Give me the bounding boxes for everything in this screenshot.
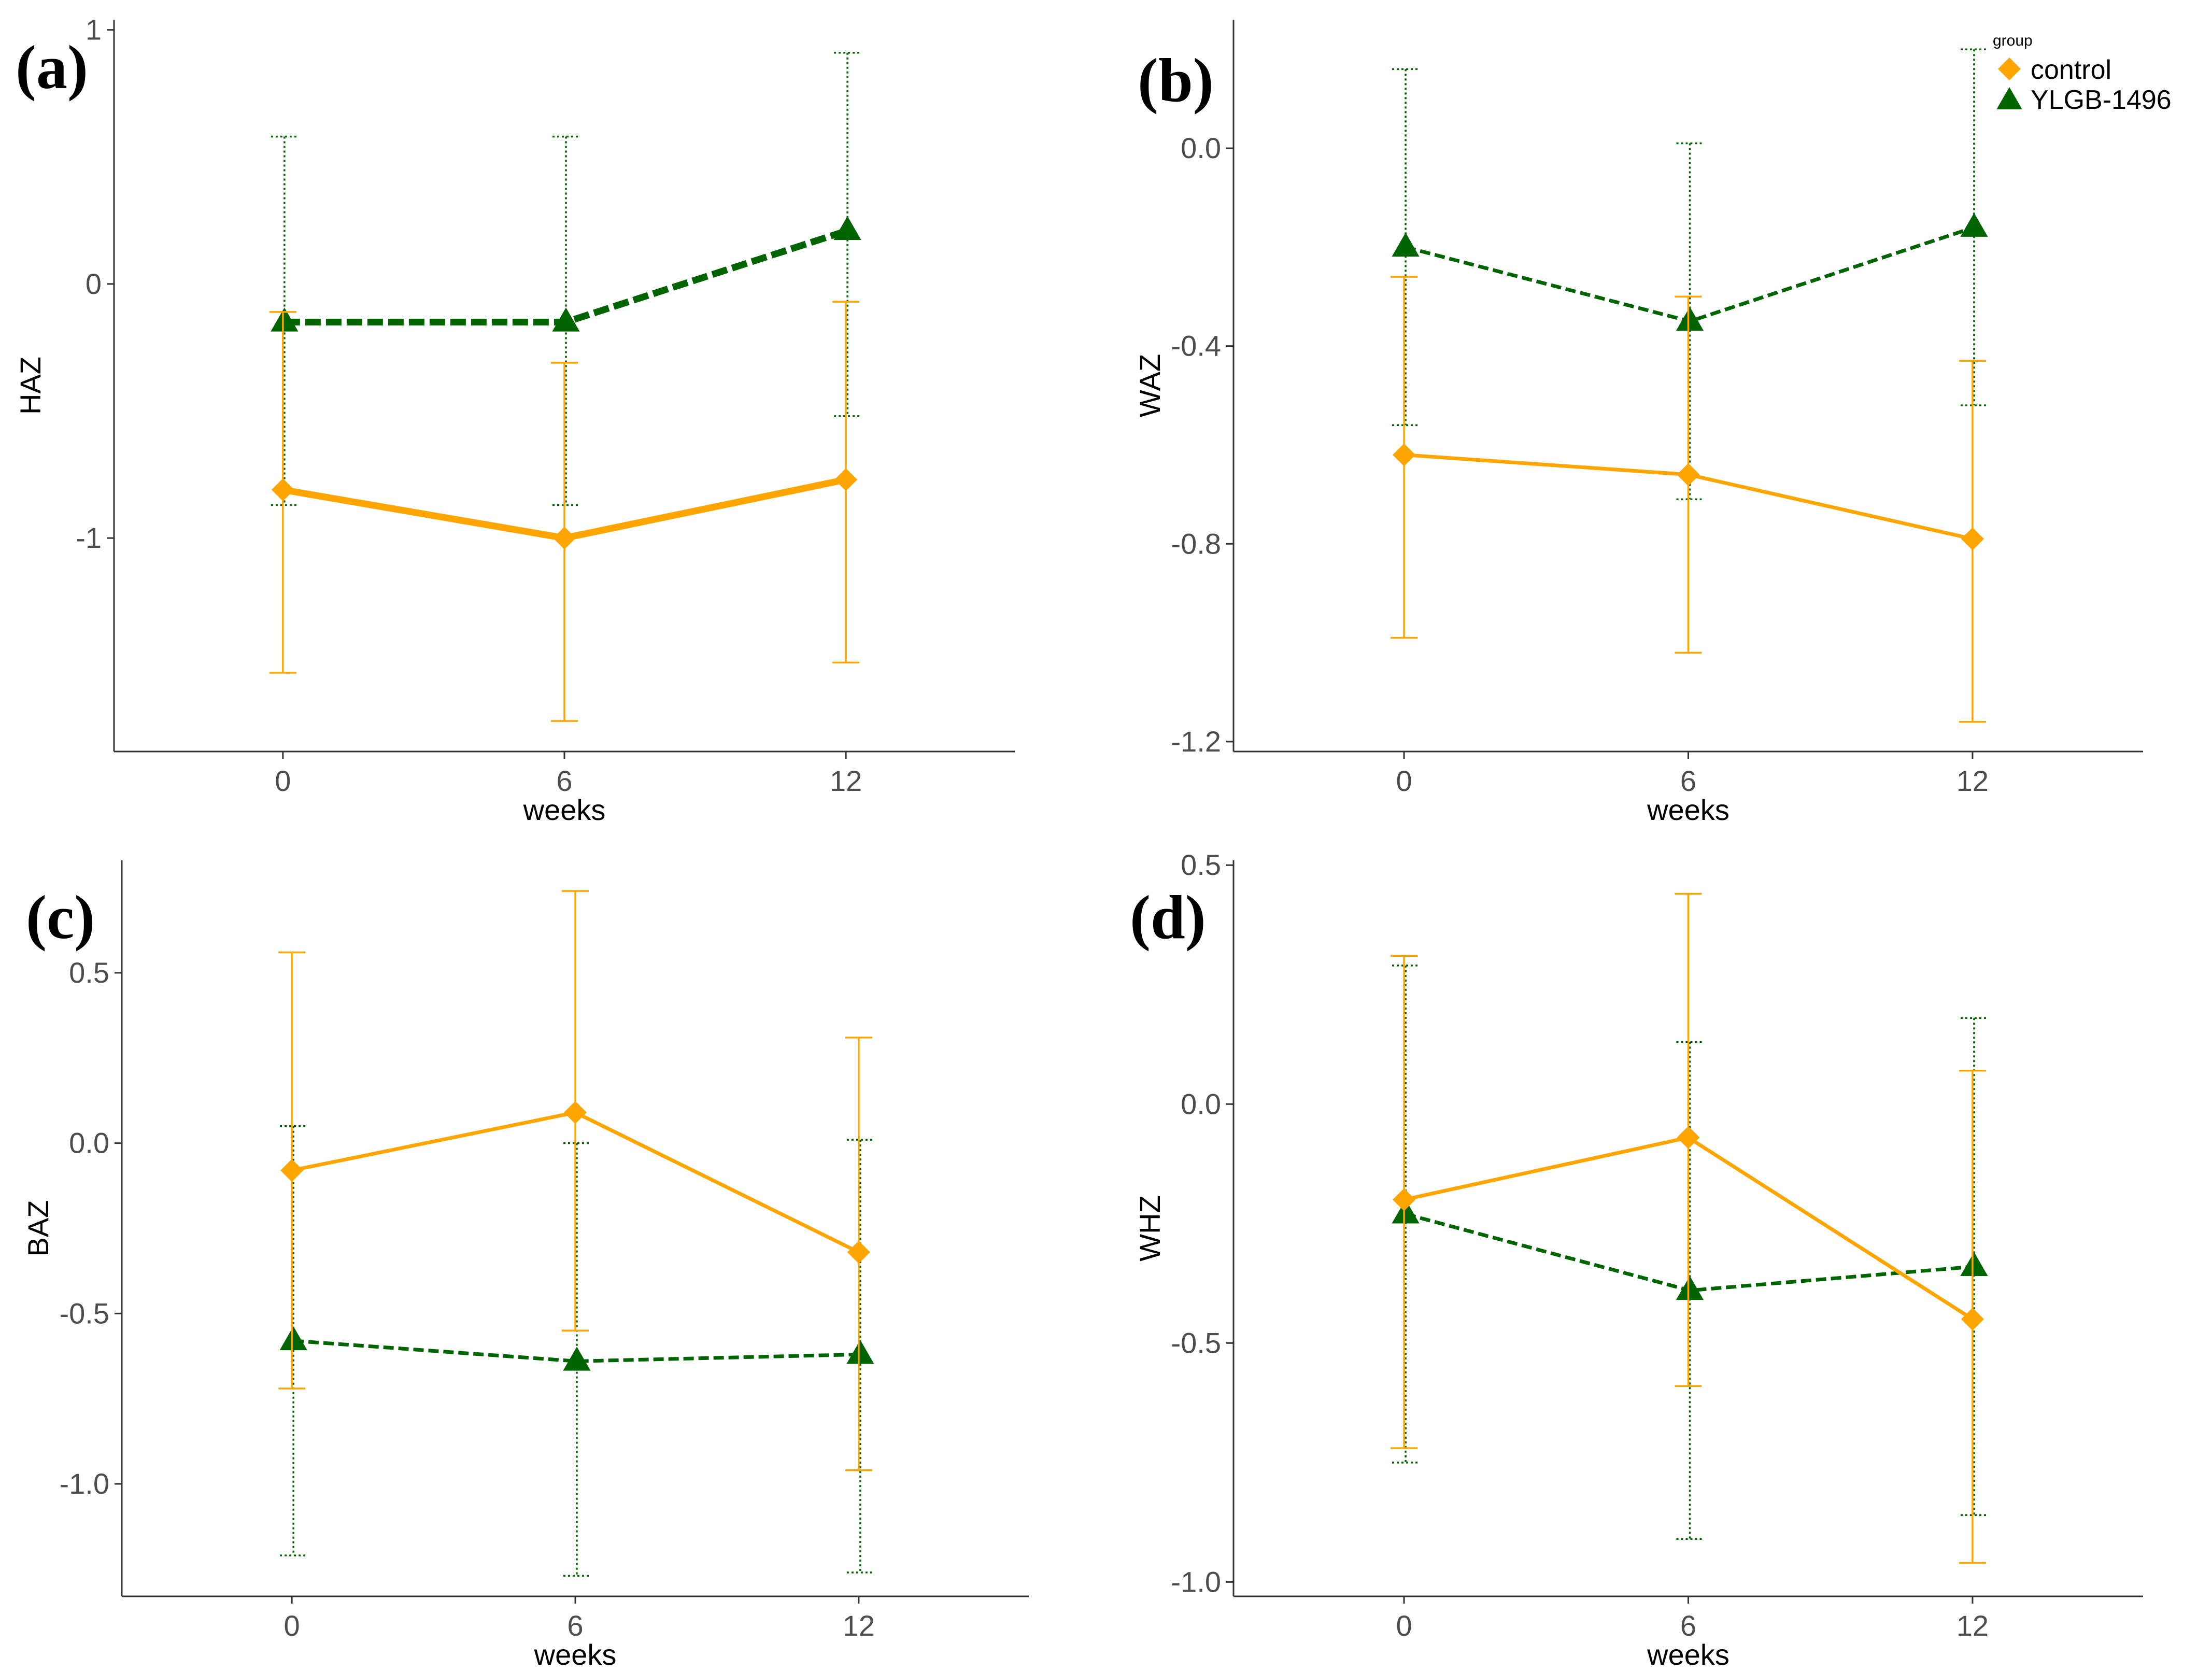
- series-line: [293, 1339, 860, 1363]
- series-ylgb-1496: [271, 51, 861, 506]
- series-ylgb-1496: [279, 1125, 874, 1577]
- data-point-triangle: [1960, 1252, 1988, 1276]
- legend-label-ylgb-1496: YLGB-1496: [2031, 85, 2172, 115]
- x-tick-label: 6: [567, 1609, 583, 1642]
- y-tick-label: -1: [76, 521, 102, 554]
- x-tick-label: 6: [1680, 764, 1696, 797]
- data-point-triangle: [1676, 306, 1704, 331]
- x-axis-title: weeks: [534, 1638, 617, 1669]
- data-point-diamond: [1677, 463, 1700, 486]
- panel-label: (b): [1138, 46, 1214, 115]
- chart-panel-3: 0.5 0.0 -0.5 -1.0 0 6 12 weeks WHZ (d): [1130, 848, 2143, 1671]
- data-point-triangle: [1960, 212, 1988, 237]
- panel-label: (d): [1130, 883, 1206, 952]
- chart-panel-0: 1 0 -1 0 6 12 weeks HAZ (a): [14, 13, 1015, 826]
- data-point-triangle: [1676, 1276, 1704, 1300]
- x-tick-label: 6: [1680, 1609, 1696, 1642]
- y-tick-label: 1: [86, 13, 102, 46]
- x-tick-label: 0: [275, 764, 291, 797]
- x-tick-label: 12: [1956, 764, 1989, 797]
- y-tick-label: -0.8: [1171, 527, 1222, 560]
- series-control: [1391, 276, 1986, 723]
- y-tick-label: -0.4: [1171, 330, 1222, 362]
- legend-ylgb-icon: [1996, 87, 2022, 109]
- y-axis-title: WHZ: [1133, 1195, 1166, 1262]
- series-control: [1391, 892, 1986, 1564]
- data-point-diamond: [564, 1101, 587, 1124]
- y-tick-label: 0: [86, 267, 102, 300]
- x-tick-label: 0: [1396, 764, 1412, 797]
- x-tick-label: 0: [1396, 1609, 1412, 1642]
- y-tick-label: -1.2: [1171, 725, 1222, 758]
- data-point-diamond: [1961, 1308, 1984, 1331]
- y-tick-label: 0.0: [69, 1127, 109, 1159]
- legend-title: group: [1993, 32, 2033, 49]
- chart-panel-2: 0.5 0.0 -0.5 -1.0 0 6 12 weeks BAZ (c): [22, 860, 1029, 1671]
- chart-panel-1: 0.0 -0.4 -0.8 -1.2 0 6 12 weeks WAZ (b): [1133, 20, 2143, 826]
- data-point-triangle: [846, 1340, 874, 1364]
- panel-label: (a): [16, 33, 88, 102]
- y-axis-title: WAZ: [1133, 354, 1166, 417]
- y-axis-title: HAZ: [14, 357, 47, 415]
- x-axis-title: weeks: [523, 794, 606, 826]
- x-tick-label: 0: [284, 1609, 300, 1642]
- y-tick-label: 0.5: [69, 956, 109, 989]
- data-point-diamond: [553, 527, 576, 550]
- data-point-diamond: [1961, 527, 1984, 550]
- data-point-triangle: [1392, 1199, 1420, 1224]
- y-tick-label: 0.5: [1181, 848, 1221, 881]
- data-point-diamond: [1393, 443, 1416, 466]
- data-point-diamond: [1393, 1188, 1416, 1211]
- data-point-triangle: [279, 1326, 307, 1351]
- data-point-triangle: [833, 216, 861, 240]
- x-tick-label: 6: [556, 764, 572, 797]
- data-point-diamond: [280, 1159, 304, 1182]
- series-ylgb-1496: [1392, 48, 1988, 501]
- series-ylgb-1496: [1392, 965, 1988, 1540]
- y-tick-label: 0.0: [1181, 132, 1221, 164]
- data-point-diamond: [1677, 1126, 1700, 1149]
- y-tick-label: 0.0: [1181, 1087, 1221, 1120]
- legend-control-icon: [1998, 58, 2021, 80]
- data-point-diamond: [834, 468, 858, 491]
- data-point-diamond: [271, 478, 294, 502]
- series-control: [269, 301, 860, 722]
- legend-label-control: control: [2031, 55, 2111, 85]
- data-point-diamond: [847, 1241, 870, 1264]
- series-control: [278, 890, 872, 1471]
- x-tick-label: 12: [1956, 1609, 1989, 1642]
- data-point-triangle: [271, 307, 299, 332]
- y-tick-label: -0.5: [60, 1297, 110, 1329]
- x-axis-title: weeks: [1647, 1638, 1729, 1669]
- y-tick-label: -1.0: [1171, 1565, 1222, 1598]
- data-point-triangle: [552, 307, 580, 332]
- panel-label: (c): [26, 883, 95, 952]
- x-tick-label: 12: [830, 764, 862, 797]
- data-point-triangle: [563, 1347, 591, 1371]
- y-tick-label: -1.0: [60, 1467, 110, 1500]
- x-tick-label: 12: [843, 1609, 875, 1642]
- data-point-triangle: [1392, 232, 1420, 257]
- y-axis-title: BAZ: [22, 1200, 54, 1257]
- x-axis-title: weeks: [1647, 794, 1729, 826]
- y-tick-label: -0.5: [1171, 1326, 1222, 1359]
